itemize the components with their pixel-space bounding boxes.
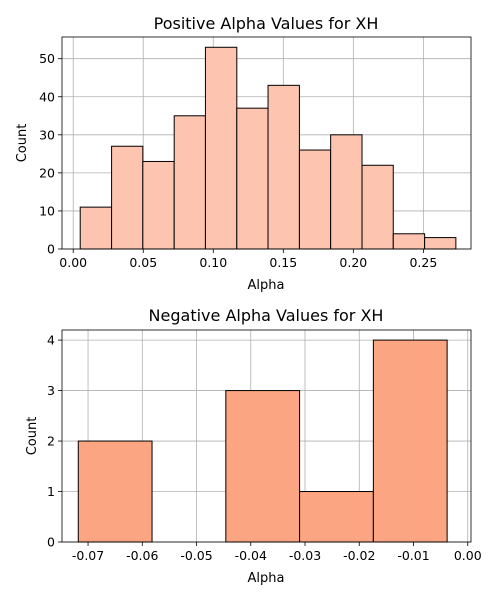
y-tick-label: 40 [39, 89, 55, 104]
x-tick-label: -0.04 [235, 548, 267, 563]
y-tick-label: 50 [39, 51, 55, 66]
y-axis-label: Count [25, 417, 40, 456]
histogram-bar [225, 390, 301, 543]
x-tick-label: -0.01 [397, 548, 429, 563]
x-tick-label: 0.00 [454, 548, 482, 563]
x-axis-ticks: 0.00 0.05 0.10 0.15 0.20 0.25 [59, 249, 437, 270]
histogram-bar [111, 145, 144, 250]
y-tick-label: 0 [47, 242, 55, 257]
histogram-bar [267, 84, 300, 250]
x-tick-label: 0.20 [339, 255, 367, 270]
x-tick-label: -0.06 [126, 548, 158, 563]
histogram-bar [299, 491, 374, 543]
x-axis-label: Alpha [248, 571, 285, 586]
x-tick-label: 0.10 [199, 255, 227, 270]
histogram-bar [236, 107, 269, 250]
y-tick-label: 20 [39, 165, 55, 180]
positive-alpha-chart: Positive Alpha Values for XH 0.00 0.05 0.1… [15, 14, 472, 293]
y-tick-label: 4 [47, 333, 55, 348]
y-tick-label: 1 [47, 484, 55, 499]
x-tick-label: 0.15 [269, 255, 297, 270]
y-tick-label: 2 [47, 434, 55, 449]
histogram-bar [392, 233, 426, 250]
histogram-bar [298, 149, 332, 250]
chart-title: Negative Alpha Values for XH [149, 306, 384, 325]
x-tick-label: -0.07 [72, 548, 104, 563]
histogram-bar [372, 339, 448, 543]
histogram-bar [204, 46, 238, 250]
x-tick-label: 0.05 [129, 255, 157, 270]
y-axis-label: Count [15, 124, 30, 163]
histogram-bar [361, 164, 394, 250]
x-tick-label: -0.03 [289, 548, 321, 563]
y-tick-label: 30 [39, 127, 55, 142]
y-tick-label: 3 [47, 383, 55, 398]
x-axis-ticks: -0.07 -0.06 -0.05 -0.04 -0.03 -0.02 -0.01 0.00 [72, 542, 482, 563]
histogram-bar [77, 440, 153, 543]
negative-alpha-chart: Negative Alpha Values for XH -0.07 -0.06-… [25, 306, 482, 586]
x-tick-label: 0.00 [59, 255, 87, 270]
x-tick-label: 0.25 [409, 255, 437, 270]
x-axis-label: Alpha [248, 278, 285, 293]
histogram-bar [424, 237, 457, 250]
y-axis-ticks: 0 1 2 3 4 [47, 333, 62, 550]
histogram-bar [79, 206, 113, 250]
x-tick-label: -0.02 [343, 548, 375, 563]
histogram-bar [173, 115, 206, 250]
chart-title: Positive Alpha Values for XH [154, 14, 379, 33]
histogram-bar [142, 160, 175, 250]
plot-frame [61, 36, 472, 250]
plot-frame [61, 329, 472, 543]
y-axis-ticks: 0 10 20 30 40 50 [39, 51, 62, 257]
histogram-bar [330, 134, 363, 250]
y-tick-label: 10 [39, 203, 55, 218]
bars [77, 339, 448, 543]
y-tick-label: 0 [47, 535, 55, 550]
x-tick-label: -0.05 [180, 548, 212, 563]
bars [79, 46, 457, 250]
